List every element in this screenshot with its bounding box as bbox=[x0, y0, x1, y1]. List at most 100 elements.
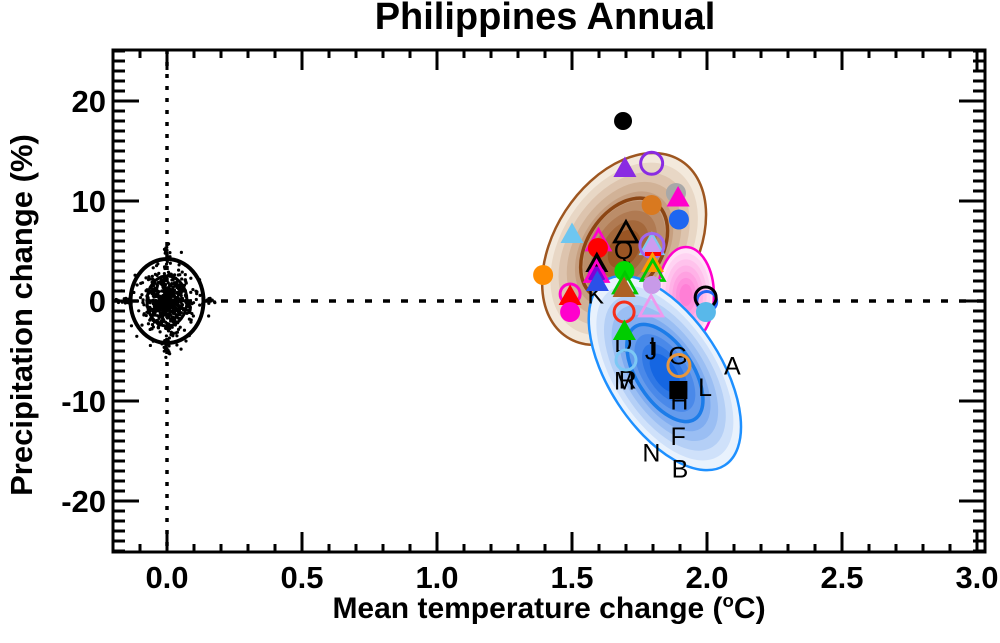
cloud-dot bbox=[166, 242, 171, 246]
cloud-dot bbox=[179, 347, 183, 351]
cloud-dot bbox=[168, 291, 172, 295]
cloud-dot bbox=[144, 276, 148, 280]
chart-title: Philippines Annual bbox=[374, 0, 716, 38]
cloud-dot bbox=[175, 343, 179, 347]
cloud-dot bbox=[168, 261, 172, 265]
cloud-dot bbox=[137, 309, 141, 313]
cloud-dot bbox=[165, 251, 169, 255]
x-axis-title-unit: C) bbox=[733, 592, 766, 625]
cloud-dot bbox=[194, 297, 198, 302]
cloud-dot bbox=[198, 303, 202, 307]
cloud-dot bbox=[179, 305, 183, 309]
y-axis-title: Precipitation change (%) bbox=[4, 134, 39, 496]
cloud-dot bbox=[166, 329, 171, 333]
cloud-dot bbox=[198, 293, 202, 297]
model-letter-I: I bbox=[649, 333, 656, 361]
cloud-dot bbox=[165, 312, 170, 317]
cloud-dot bbox=[140, 281, 145, 285]
model-letter-Q: Q bbox=[614, 237, 633, 265]
cloud-dot bbox=[164, 288, 169, 293]
square-marker bbox=[669, 381, 688, 399]
cloud-dot bbox=[161, 308, 165, 313]
triangle-marker bbox=[585, 270, 609, 291]
cloud-dot bbox=[168, 251, 172, 255]
cloud-dot bbox=[153, 311, 157, 315]
cloud-dot bbox=[177, 311, 182, 315]
cloud-dot bbox=[169, 330, 173, 334]
model-letter-L: L bbox=[698, 374, 712, 402]
cloud-dot bbox=[141, 298, 145, 302]
cloud-dot bbox=[162, 247, 167, 251]
x-tick-label: 0.0 bbox=[145, 560, 188, 595]
cloud-dot bbox=[169, 333, 173, 337]
cloud-dot bbox=[158, 294, 162, 298]
cloud-dot bbox=[135, 334, 139, 338]
cloud-dot bbox=[172, 273, 177, 277]
cloud-dot bbox=[207, 301, 211, 305]
x-tick-label: 3.0 bbox=[955, 560, 998, 595]
cloud-dot bbox=[176, 285, 181, 289]
cloud-dot bbox=[165, 248, 169, 252]
cloud-dot bbox=[164, 355, 168, 359]
cloud-dot bbox=[184, 280, 188, 284]
triangle-marker bbox=[560, 222, 584, 243]
cloud-dot bbox=[170, 309, 174, 313]
cloud-dot bbox=[180, 277, 184, 281]
cloud-dot bbox=[161, 314, 165, 318]
cloud-dot bbox=[213, 301, 217, 305]
cloud-dot bbox=[168, 294, 172, 298]
cloud-dot bbox=[188, 300, 192, 305]
cloud-dot bbox=[162, 349, 166, 353]
cloud-dot bbox=[175, 307, 179, 311]
cloud-dot bbox=[163, 295, 167, 299]
cloud-dot bbox=[164, 334, 169, 338]
cloud-dot bbox=[171, 303, 175, 307]
cloud-dot bbox=[151, 298, 155, 302]
model-letter-A: A bbox=[724, 353, 741, 381]
plot-area bbox=[113, 50, 985, 552]
cloud-dot bbox=[148, 277, 152, 281]
degree-symbol: o bbox=[722, 590, 734, 611]
cloud-dot bbox=[157, 303, 161, 307]
cloud-dot bbox=[154, 301, 158, 305]
cloud-dot bbox=[168, 309, 172, 313]
cloud-dot bbox=[161, 286, 166, 290]
triangle-marker bbox=[612, 319, 636, 340]
cloud-dot bbox=[156, 280, 160, 285]
cloud-dot bbox=[150, 323, 155, 327]
open-triangle-marker bbox=[612, 218, 640, 244]
cloud-dot bbox=[148, 318, 152, 322]
cloud-dot bbox=[155, 293, 159, 297]
cloud-ring bbox=[145, 274, 189, 328]
cloud-dot bbox=[179, 293, 183, 298]
cloud-dot bbox=[172, 291, 176, 296]
cloud-dot bbox=[154, 264, 159, 268]
cloud-dot bbox=[149, 327, 153, 331]
cloud-dot bbox=[129, 324, 134, 328]
cloud-dot bbox=[177, 263, 181, 267]
cloud-dot bbox=[159, 282, 163, 286]
cloud-dot bbox=[187, 317, 191, 321]
cloud-dot bbox=[182, 328, 187, 332]
cloud-dot bbox=[176, 273, 180, 277]
triangle-marker bbox=[558, 284, 582, 305]
cloud-dot bbox=[147, 275, 151, 279]
open-circle-marker bbox=[614, 348, 638, 372]
cloud-dot bbox=[135, 283, 139, 287]
model-letter-J: J bbox=[645, 338, 658, 366]
y-tick-label: 0 bbox=[89, 284, 106, 319]
x-tick-label: 2.0 bbox=[685, 560, 728, 595]
cloud-dot bbox=[164, 344, 168, 348]
cloud-dot bbox=[164, 300, 168, 304]
x-tick-label: 1.5 bbox=[550, 560, 593, 595]
cloud-dot bbox=[189, 276, 193, 280]
axes bbox=[111, 48, 987, 554]
cloud-dot bbox=[172, 311, 177, 315]
cloud-dot bbox=[189, 320, 193, 324]
cloud-dot bbox=[142, 313, 146, 317]
x-tick-label: 2.5 bbox=[820, 560, 863, 595]
cloud-dot bbox=[194, 289, 198, 293]
cloud-dot bbox=[189, 290, 193, 294]
